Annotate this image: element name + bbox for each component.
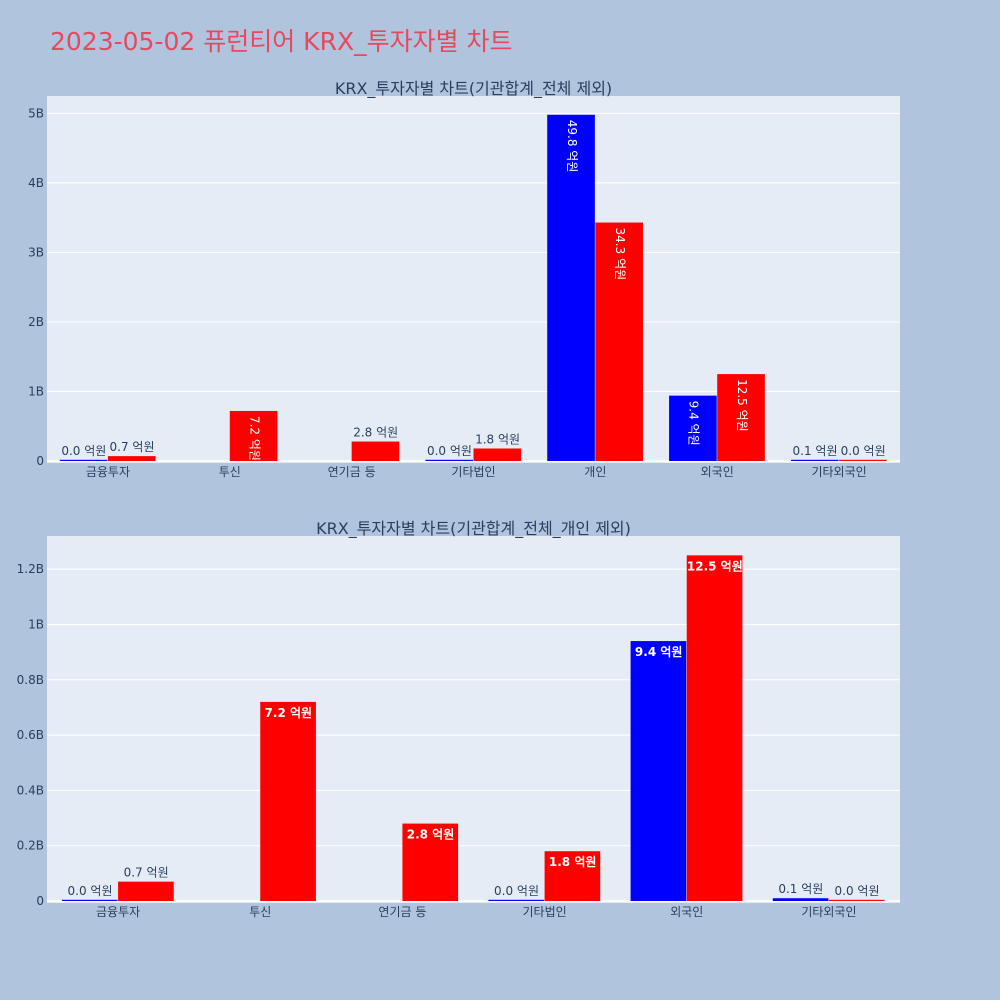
y-tick-label: 0.4B [17,783,44,797]
bar [229,410,278,461]
y-tick-label: 1B [28,384,44,398]
y-tick-label: 0.2B [17,839,44,853]
y-tick-label: 5B [28,106,44,120]
y-tick-label: 1.2B [17,562,44,576]
x-tick-label: 개인 [584,465,606,479]
data-label: 49.8 억원 [565,120,579,173]
data-label: 0.0 억원 [841,444,886,458]
bar [544,851,601,901]
bar [686,555,743,901]
plot-area [47,536,900,903]
bar [107,456,156,461]
x-tick-label: 기타법인 [522,905,566,919]
y-tick-label: 1B [28,617,44,631]
bar [61,899,118,901]
bar [669,395,717,461]
bar [118,881,174,901]
bar [595,222,643,461]
bar [402,823,459,901]
data-label: 0.7 억원 [124,866,169,880]
data-label: 0.0 억원 [68,884,113,898]
data-label: 2.8 억원 [353,426,398,440]
data-label: 12.5 억원 [735,379,749,432]
x-tick-label: 투신 [249,905,271,919]
bar [828,899,885,901]
chart-top: KRX_투자자별 차트(기관합계_전체 제외) 0 1B 2B 3B 4B 5B 금융투자 0.… [28,79,900,479]
bar [772,898,829,901]
data-label: 7.2 억원 [247,416,261,461]
data-label: 1.8 억원 [549,855,597,869]
bar [790,459,839,461]
bar [260,701,316,901]
data-label: 0.1 억원 [793,444,838,458]
plot-area [47,96,900,463]
data-label: 0.0 억원 [61,444,106,458]
data-label: 9.4 억원 [687,401,701,446]
x-tick-label: 연기금 등 [378,905,426,919]
y-tick-label: 3B [28,245,44,259]
data-label: 0.0 억원 [494,884,539,898]
x-tick-label: 연기금 등 [328,465,376,479]
page-title: 2023-05-02 퓨런티어 KRX_투자자별 차트 [50,27,513,56]
bar [351,441,400,461]
y-tick-label: 4B [28,176,44,190]
data-label: 9.4 억원 [635,645,683,659]
y-tick-label: 0 [36,894,44,908]
data-label: 1.8 억원 [475,432,520,446]
x-tick-label: 금융투자 [86,465,130,479]
x-tick-label: 투신 [219,465,241,479]
bar [547,114,595,462]
bar [839,459,887,461]
bar [59,459,108,461]
data-label: 12.5 억원 [687,559,743,573]
y-tick-label: 2B [28,315,44,329]
bar [425,459,473,461]
bar [488,899,545,901]
x-tick-label: 기타법인 [451,465,495,479]
bar [717,374,765,461]
data-label: 0.1 억원 [778,882,823,896]
chart-bottom: KRX_투자자별 차트(기관합계_전체_개인 제외) 0 0.2B 0.4B 0.6B 0… [17,519,900,919]
y-tick-label: 0 [36,454,44,468]
bar [473,448,522,461]
x-tick-label: 기타외국인 [801,905,856,919]
data-label: 0.0 억원 [427,444,472,458]
data-label: 0.7 억원 [110,440,155,454]
chart-title: KRX_투자자별 차트(기관합계_전체 제외) [335,79,612,99]
bar [630,641,687,901]
data-label: 0.0 억원 [835,884,880,898]
data-label: 2.8 억원 [407,828,455,842]
y-tick-label: 0.8B [17,673,44,687]
y-tick-label: 0.6B [17,728,44,742]
chart-title: KRX_투자자별 차트(기관합계_전체_개인 제외) [316,519,631,539]
x-tick-label: 외국인 [701,465,734,479]
data-label: 34.3 억원 [613,228,627,281]
x-tick-label: 기타외국인 [811,465,866,479]
x-tick-label: 금융투자 [96,905,140,919]
x-tick-label: 외국인 [670,905,703,919]
data-label: 7.2 억원 [265,706,313,720]
